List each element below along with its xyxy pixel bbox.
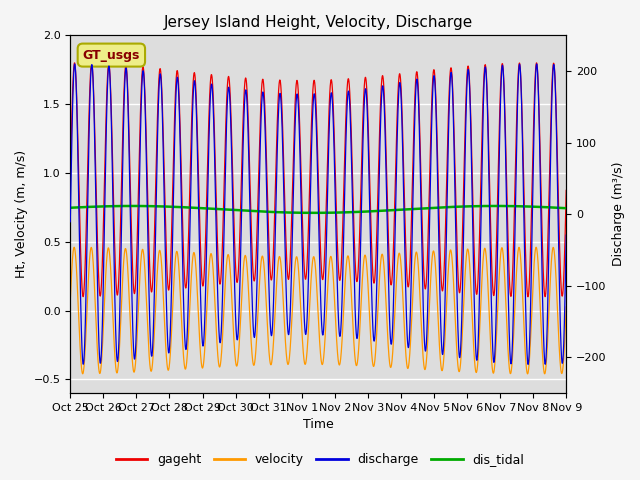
discharge (563, 232, 570, 238)
Line: gageht: gageht (70, 63, 566, 297)
discharge (123, 72, 131, 77)
gageht (524, 294, 532, 300)
dis_tidal (123, 203, 131, 209)
gageht (71, 60, 79, 66)
gageht (152, 152, 160, 158)
Line: dis_tidal: dis_tidal (70, 206, 566, 213)
gageht (123, 72, 131, 78)
dis_tidal (67, 205, 74, 211)
velocity (123, 253, 131, 259)
Text: GT_usgs: GT_usgs (83, 48, 140, 61)
gageht (563, 188, 570, 193)
dis_tidal (553, 205, 561, 211)
velocity (532, 244, 540, 250)
gageht (257, 106, 264, 112)
discharge (532, 61, 540, 67)
gageht (67, 177, 74, 183)
dis_tidal (278, 209, 286, 215)
discharge (257, 135, 264, 141)
velocity (67, 298, 74, 304)
velocity (499, 250, 507, 256)
velocity (278, 275, 286, 280)
discharge (553, 145, 561, 151)
Legend: gageht, velocity, discharge, dis_tidal: gageht, velocity, discharge, dis_tidal (111, 448, 529, 471)
dis_tidal (563, 205, 570, 211)
velocity (563, 304, 570, 310)
Y-axis label: Ht, Velocity (m, m/s): Ht, Velocity (m, m/s) (15, 150, 28, 278)
Line: velocity: velocity (70, 247, 566, 374)
dis_tidal (257, 209, 264, 215)
dis_tidal (500, 203, 508, 209)
gageht (499, 67, 507, 73)
gageht (278, 109, 286, 115)
discharge (278, 120, 286, 126)
dis_tidal (492, 203, 500, 209)
discharge (152, 195, 160, 201)
velocity (553, 291, 561, 297)
velocity (524, 371, 531, 377)
gageht (553, 131, 561, 136)
discharge (67, 219, 74, 225)
discharge (499, 66, 507, 72)
discharge (524, 361, 532, 367)
velocity (152, 289, 160, 295)
Title: Jersey Island Height, Velocity, Discharge: Jersey Island Height, Velocity, Discharg… (164, 15, 473, 30)
dis_tidal (310, 210, 318, 216)
velocity (257, 266, 264, 272)
X-axis label: Time: Time (303, 419, 333, 432)
Line: discharge: discharge (70, 64, 566, 364)
dis_tidal (152, 204, 160, 209)
Y-axis label: Discharge (m³/s): Discharge (m³/s) (612, 162, 625, 266)
